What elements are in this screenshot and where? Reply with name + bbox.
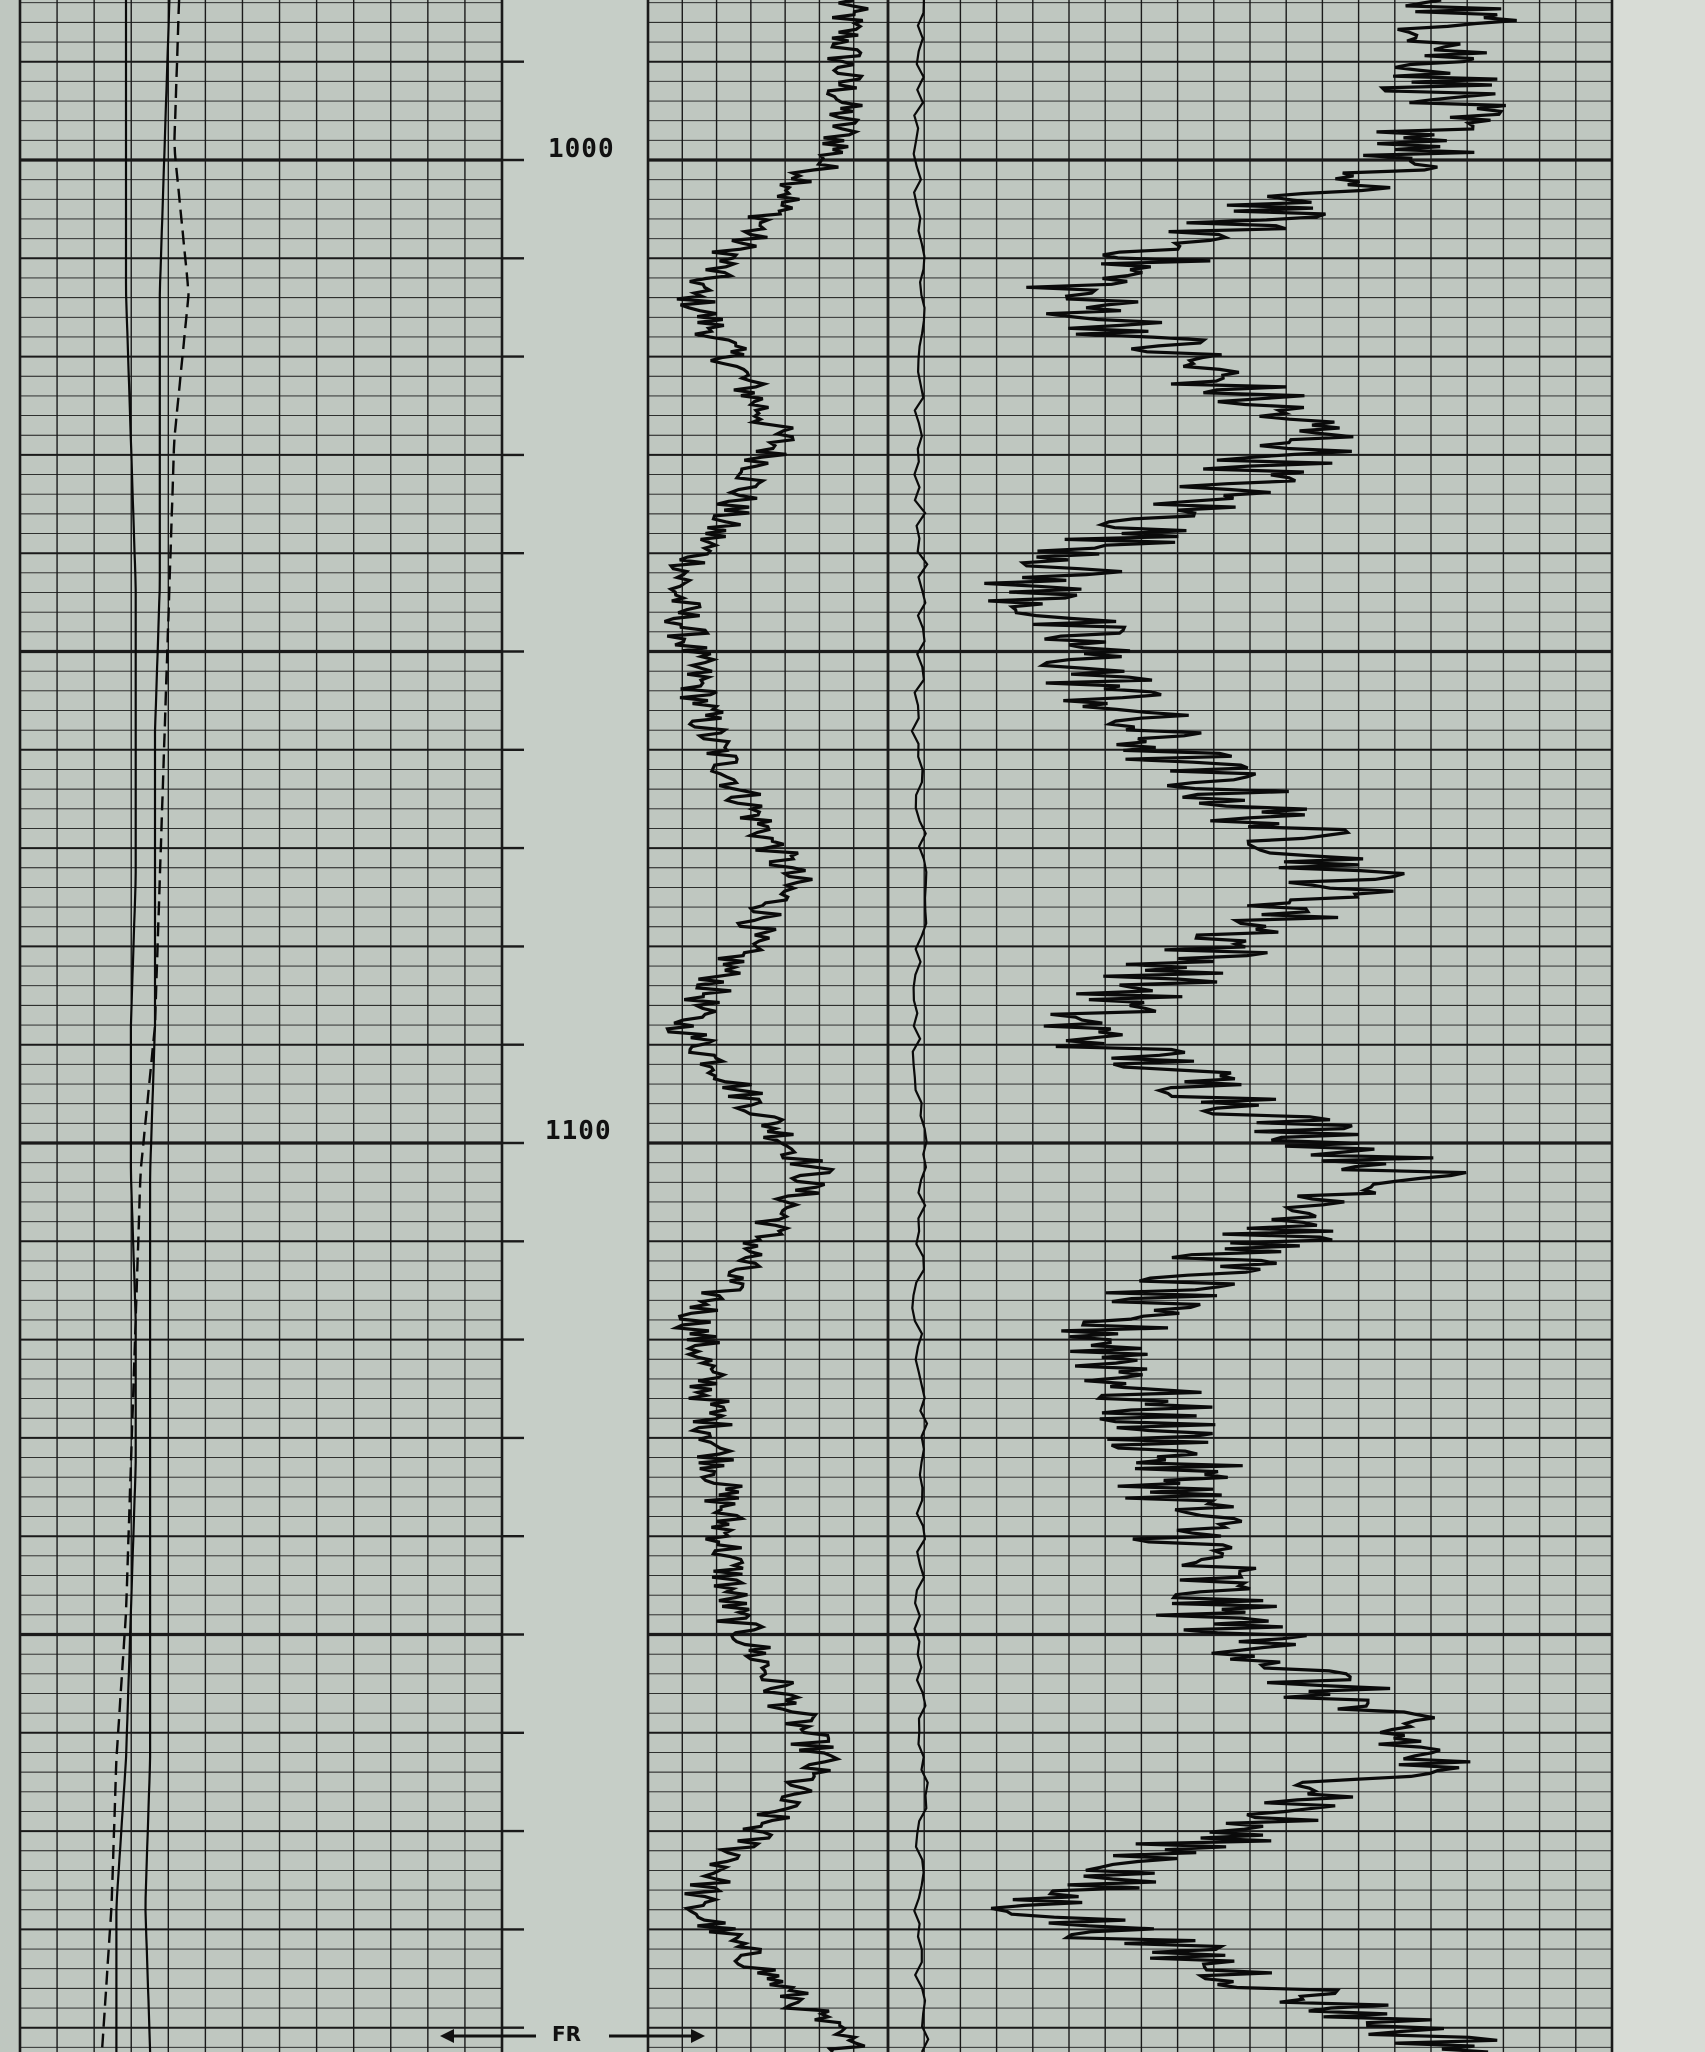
track-grid-2 — [886, 0, 1614, 2052]
depth-label-1100: 1100 — [545, 1116, 612, 1146]
track-grid-1 — [646, 0, 890, 2052]
right-margin — [1612, 0, 1705, 2052]
depth-ticks — [502, 60, 524, 2029]
fr-right-arrow-icon — [609, 2029, 705, 2043]
fr-left-arrow-icon — [440, 2029, 536, 2043]
track-0-series-0-curve — [115, 0, 137, 2052]
track-0-series-2-curve — [100, 0, 190, 2052]
track-2-series-1-curve — [984, 0, 1517, 2052]
track-grid-0 — [18, 0, 504, 2052]
track-0-series-1-curve — [144, 0, 171, 2052]
chart-grid — [18, 0, 1614, 2052]
track-1-series-0-curve — [664, 0, 869, 2052]
fr-label: FR — [552, 2022, 582, 2046]
fr-marker: FR — [440, 2020, 710, 2050]
depth-label-1000: 1000 — [548, 134, 615, 164]
track-2-series-0-curve — [910, 0, 930, 2052]
depth-track — [502, 0, 648, 2052]
log-traces — [100, 0, 1517, 2052]
